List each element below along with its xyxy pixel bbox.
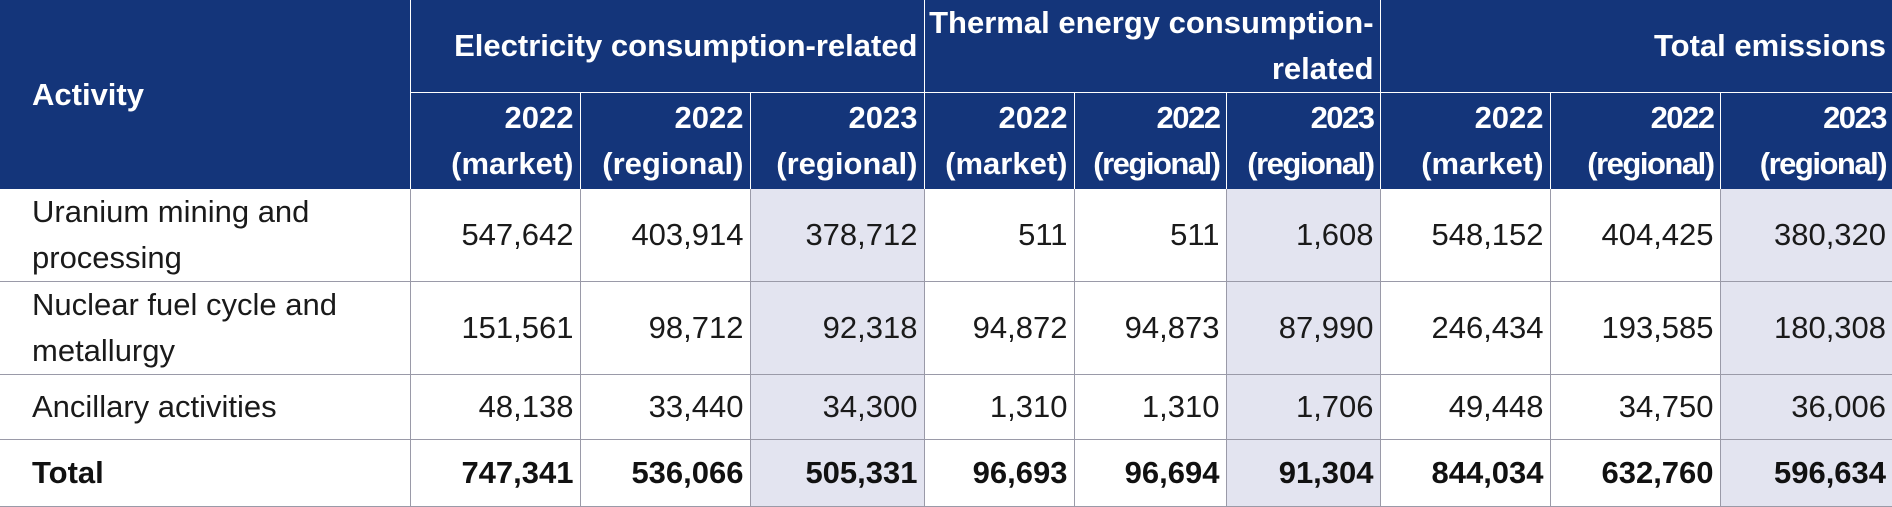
column-year: 2023 xyxy=(1823,100,1887,135)
value-cell: 1,706 xyxy=(1226,374,1381,440)
value-cell: 48,138 xyxy=(410,374,581,440)
column-basis: (regional) xyxy=(602,146,744,181)
total-row: Total 747,341 536,066 505,331 96,693 96,… xyxy=(0,439,1892,507)
total-cell: 747,341 xyxy=(410,439,581,507)
column-year: 2022 xyxy=(1156,100,1221,135)
value-cell: 92,318 xyxy=(750,281,925,375)
activity-header: Activity xyxy=(0,0,411,189)
column-basis: (regional) xyxy=(1093,146,1221,181)
value-cell: 151,561 xyxy=(410,281,581,375)
value-cell: 511 xyxy=(924,189,1075,282)
value-cell: 180,308 xyxy=(1720,281,1892,375)
value-cell: 547,642 xyxy=(410,189,581,282)
column-year: 2022 xyxy=(504,100,574,135)
value-cell: 246,434 xyxy=(1380,281,1551,375)
total-cell: 505,331 xyxy=(750,439,925,507)
value-cell: 33,440 xyxy=(580,374,751,440)
value-cell: 1,608 xyxy=(1226,189,1381,282)
value-cell: 94,872 xyxy=(924,281,1075,375)
column-header: 2022 (market) xyxy=(1380,92,1551,189)
activity-cell: Nuclear fuel cycle and metallurgy xyxy=(0,281,411,375)
column-header: 2023 (regional) xyxy=(1720,92,1892,189)
column-basis: (market) xyxy=(1421,146,1544,181)
total-cell: 536,066 xyxy=(580,439,751,507)
column-header: 2022 (regional) xyxy=(1550,92,1721,189)
table-row: Nuclear fuel cycle and metallurgy 151,56… xyxy=(0,281,1892,375)
value-cell: 403,914 xyxy=(580,189,751,282)
table-row: Ancillary activities 48,138 33,440 34,30… xyxy=(0,374,1892,440)
value-cell: 511 xyxy=(1074,189,1227,282)
column-basis: (market) xyxy=(945,146,1068,181)
value-cell: 193,585 xyxy=(1550,281,1721,375)
column-year: 2022 xyxy=(674,100,744,135)
value-cell: 36,006 xyxy=(1720,374,1892,440)
column-basis: (regional) xyxy=(776,146,918,181)
column-header: 2022 (market) xyxy=(410,92,581,189)
value-cell: 87,990 xyxy=(1226,281,1381,375)
group-header-electricity: Electricity consumption-related xyxy=(410,0,925,93)
total-cell: 632,760 xyxy=(1550,439,1721,507)
value-cell: 404,425 xyxy=(1550,189,1721,282)
activity-cell: Uranium mining and processing xyxy=(0,189,411,282)
activity-cell: Ancillary activities xyxy=(0,374,411,440)
total-cell: 596,634 xyxy=(1720,439,1892,507)
table-body: Uranium mining and processing 547,642 40… xyxy=(0,189,1892,507)
group-header-total: Total emissions xyxy=(1380,0,1892,93)
column-year: 2022 xyxy=(1650,100,1715,135)
total-cell: 91,304 xyxy=(1226,439,1381,507)
value-cell: 49,448 xyxy=(1380,374,1551,440)
value-cell: 1,310 xyxy=(924,374,1075,440)
value-cell: 548,152 xyxy=(1380,189,1551,282)
table-row: Uranium mining and processing 547,642 40… xyxy=(0,189,1892,282)
table-header: Activity Electricity consumption-related… xyxy=(0,0,1892,189)
column-header: 2023 (regional) xyxy=(1226,92,1381,189)
value-cell: 34,750 xyxy=(1550,374,1721,440)
value-cell: 98,712 xyxy=(580,281,751,375)
column-year: 2022 xyxy=(998,100,1068,135)
column-header: 2023 (regional) xyxy=(750,92,925,189)
column-year: 2023 xyxy=(848,100,918,135)
value-cell: 1,310 xyxy=(1074,374,1227,440)
value-cell: 34,300 xyxy=(750,374,925,440)
total-cell: 96,693 xyxy=(924,439,1075,507)
value-cell: 380,320 xyxy=(1720,189,1892,282)
column-year: 2023 xyxy=(1310,100,1375,135)
total-cell: 96,694 xyxy=(1074,439,1227,507)
total-cell: 844,034 xyxy=(1380,439,1551,507)
total-label: Total xyxy=(0,439,411,507)
column-basis: (regional) xyxy=(1247,146,1375,181)
column-basis: (regional) xyxy=(1759,146,1888,181)
group-header-thermal: Thermal energy consumption-related xyxy=(924,0,1381,93)
column-basis: (regional) xyxy=(1587,146,1715,181)
column-header: 2022 (regional) xyxy=(1074,92,1227,189)
value-cell: 378,712 xyxy=(750,189,925,282)
value-cell: 94,873 xyxy=(1074,281,1227,375)
column-basis: (market) xyxy=(451,146,574,181)
column-header: 2022 (regional) xyxy=(580,92,751,189)
column-header: 2022 (market) xyxy=(924,92,1075,189)
column-year: 2022 xyxy=(1474,100,1544,135)
